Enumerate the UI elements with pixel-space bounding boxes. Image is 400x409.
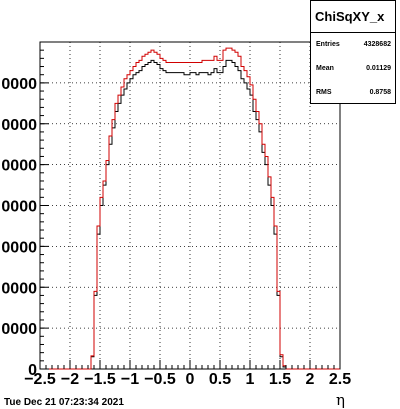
x-tick-label: 2	[306, 371, 315, 388]
axes	[39, 41, 341, 370]
y-tick-label: 0	[28, 362, 37, 379]
x-tick-label: −0.5	[144, 371, 176, 388]
y-tick-label: 0000	[1, 158, 37, 175]
y-tick-label: 0000	[1, 280, 37, 297]
x-axis-label: η	[336, 391, 345, 409]
x-tick-label: 0.5	[209, 371, 231, 388]
x-tick-label: −2.5	[24, 371, 56, 388]
y-tick-label: 0000	[1, 117, 37, 134]
x-tick-label: −1.5	[84, 371, 116, 388]
y-tick-label: 0000	[1, 321, 37, 338]
mean-value: 0.01129	[366, 65, 391, 72]
y-tick-label: 0000	[1, 199, 37, 216]
x-tick-label: 2.5	[329, 371, 351, 388]
rms-value: 0.8758	[369, 89, 391, 96]
mean-label: Mean	[316, 65, 334, 72]
entries-label: Entries	[316, 41, 340, 48]
entries-value: 4328682	[363, 41, 391, 48]
stats-title: ChiSqXY_x	[311, 1, 395, 33]
x-tick-label: 1	[246, 371, 255, 388]
stats-rms-row: RMS 0.8758	[311, 81, 395, 105]
series-group	[40, 47, 340, 370]
x-tick-labels: −2.5 −2 −1.5 −1 −0.5 0 0.5 1 1.5 2 2.5	[24, 371, 351, 388]
x-tick-label: 0	[186, 371, 195, 388]
rms-label: RMS	[316, 89, 332, 96]
stats-mean-row: Mean 0.01129	[311, 57, 395, 81]
y-tick-label: 0000	[1, 76, 37, 93]
x-tick-label: −1	[121, 371, 139, 388]
y-tick-label: 0000	[1, 239, 37, 256]
stats-box: ChiSqXY_x Entries 4328682 Mean 0.01129 R…	[310, 0, 396, 104]
stats-entries-row: Entries 4328682	[311, 33, 395, 57]
series-2-line	[40, 47, 340, 370]
timestamp-text: Tue Dec 21 07:23:34 2021	[4, 397, 124, 408]
x-tick-label: −2	[61, 371, 79, 388]
x-tick-label: 1.5	[269, 371, 291, 388]
